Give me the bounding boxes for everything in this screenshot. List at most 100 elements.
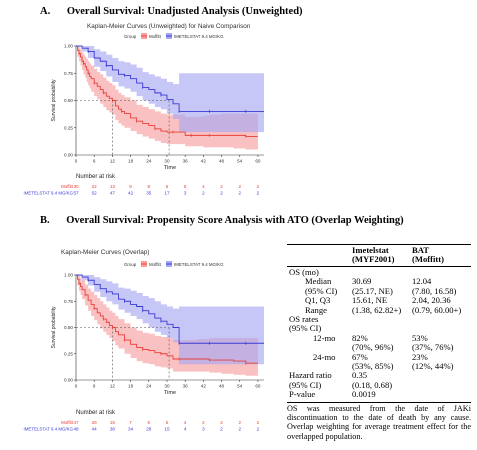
table-row-label: P-value (289, 389, 316, 400)
table-cell-imetelstat: 15.61, NE (352, 295, 388, 306)
b-risk-value-2-2: 38 (110, 427, 116, 432)
b-xtick-label-9: 54 (237, 384, 243, 389)
os-summary-table: Imetelstat (MYF2001) BAT (Moffitt) OS (m… (287, 244, 477, 403)
table-row-label: 24-mo (313, 351, 336, 362)
table-row-label: 12-mo (313, 332, 336, 343)
table-row-label: OS (mo) (289, 267, 319, 277)
b-risk-value-2-10: 2 (257, 427, 260, 432)
b-ytick-label-4: 1.00 (64, 273, 73, 278)
section-a-heading: A. Overall Survival: Unadjusted Analysis… (40, 6, 303, 17)
table-cell-bat: 53% (412, 332, 428, 343)
a-risk-value-2-7: 2 (202, 191, 205, 196)
b-legend-label-2: IMETELSTAT 9.4 MG/KG (174, 262, 224, 267)
table-footnote: OS was measured from the date of JAKi di… (287, 404, 471, 441)
table-bottom-rule (287, 402, 471, 403)
section-b-heading: B. Overall Survival: Propensity Score An… (40, 215, 404, 226)
a-ytick-label-1: 0.25 (64, 125, 73, 130)
a-chart-title: Kaplan-Meier Curves (Unweighted) for Nai… (87, 23, 251, 30)
b-risk-value-1-8: 2 (220, 420, 223, 425)
a-risk-value-1-3: 9 (129, 184, 132, 189)
b-risk-value-2-8: 2 (220, 427, 223, 432)
table-cell-imetelstat: 82% (352, 332, 368, 343)
col1-header-line2: (MYF2001) (352, 254, 395, 265)
col2-header-line2: (Moffitt) (412, 254, 444, 265)
b-ci-band-2 (76, 275, 265, 365)
a-legend-label-2: IMETELSTAT 9.4 MG/KG (174, 34, 224, 39)
a-xtick-label-4: 24 (146, 159, 152, 164)
b-risk-row-label-2: IMETELSTAT 9.4 MG/KG (23, 427, 73, 432)
table-cell-bat: (12%, 44%) (412, 361, 454, 371)
a-ytick-label-4: 1.00 (64, 44, 73, 49)
a-risk-value-1-9: 2 (238, 184, 241, 189)
table-top-rule (287, 244, 471, 245)
a-risk-value-1-1: 22 (92, 184, 98, 189)
table-cell-bat: 2.04, 20.36 (412, 295, 451, 306)
a-risk-value-1-7: 4 (202, 184, 205, 189)
a-risk-value-2-1: 52 (92, 191, 98, 196)
table-cell-imetelstat: 0.0019 (352, 389, 376, 400)
b-risk-value-2-9: 2 (238, 427, 241, 432)
b-xtick-label-7: 42 (201, 384, 207, 389)
b-risk-value-2-3: 34 (128, 427, 134, 432)
a-ci-band-2 (76, 46, 265, 133)
table-row-label: OS rates (289, 314, 319, 324)
a-risk-title: Number at risk (76, 174, 116, 180)
b-risk-value-1-7: 2 (202, 420, 205, 425)
table-cell-imetelstat: (53%, 85%) (352, 361, 394, 371)
a-xtick-label-7: 42 (201, 159, 207, 164)
table-cell-bat: (37%, 76%) (412, 342, 454, 353)
table-cell-imetelstat: 0.35 (352, 370, 368, 381)
a-xtick-label-10: 60 (255, 159, 261, 164)
table-row-label: Range (305, 304, 327, 315)
section-a-title: Overall Survival: Unadjusted Analysis (U… (66, 6, 303, 17)
a-risk-value-1-4: 8 (147, 184, 150, 189)
b-risk-value-2-6: 4 (184, 427, 187, 432)
b-xtick-label-2: 12 (110, 384, 116, 389)
b-legend-label-1: Moffitt (149, 262, 162, 267)
b-risk-value-2-7: 3 (202, 427, 205, 432)
b-chart-title: Kaplan-Meier Curves (Overlap) (61, 249, 149, 256)
table-cell-imetelstat: (70%, 96%) (352, 342, 394, 353)
col1-header-line1: Imetelstat (352, 245, 389, 255)
a-risk-value-1-10: 2 (257, 184, 260, 189)
b-ytick-label-1: 0.25 (64, 351, 73, 356)
b-y-axis-label: Survival probability (51, 306, 57, 348)
b-risk-value-2-0: 48 (73, 427, 79, 432)
section-a-letter: A. (40, 6, 51, 17)
b-xtick-label-5: 30 (164, 384, 170, 389)
b-risk-value-1-9: 2 (238, 420, 241, 425)
b-xtick-label-4: 24 (146, 384, 152, 389)
a-risk-value-2-2: 47 (110, 191, 116, 196)
table-cell-imetelstat: (25.17, NE) (352, 285, 393, 296)
table-cell-bat: (0.79, 60.00+) (412, 304, 462, 315)
b-risk-value-1-1: 29 (92, 420, 98, 425)
table-row-label: (95% CI) (289, 323, 322, 334)
a-risk-value-1-2: 13 (110, 184, 116, 189)
table-cell-imetelstat: (1.38, 62.82+) (352, 304, 402, 315)
b-km-curve-2 (76, 274, 264, 344)
a-risk-value-2-0: 57 (73, 191, 79, 196)
b-risk-value-1-5: 5 (166, 420, 169, 425)
a-y-axis-label: Survival probability (51, 79, 57, 121)
b-km-curve-1 (76, 274, 258, 364)
a-risk-value-1-8: 2 (220, 184, 223, 189)
b-risk-value-1-4: 6 (147, 420, 150, 425)
table-row-label: Hazard ratio (289, 370, 332, 381)
table-cell-imetelstat: 67% (352, 351, 368, 362)
b-xtick-label-0: 0 (75, 384, 78, 389)
table-header-rule (287, 266, 471, 267)
a-risk-row-label-2: IMETELSTAT 9.4 MG/KG (23, 191, 73, 196)
b-xtick-label-10: 60 (255, 384, 261, 389)
a-legend-label-1: Moffitt (149, 34, 162, 39)
a-xtick-label-2: 12 (110, 159, 116, 164)
a-xtick-label-1: 6 (93, 159, 96, 164)
table-row-label: (95% CI) (289, 379, 322, 390)
table-row-label: Median (305, 276, 332, 287)
b-xtick-label-1: 6 (93, 384, 96, 389)
a-km-curve-1 (76, 45, 258, 137)
b-x-axis-label: Time (164, 390, 176, 396)
a-xtick-label-8: 48 (219, 159, 225, 164)
b-risk-title: Number at risk (76, 410, 116, 416)
b-legend-title: Group (124, 262, 137, 267)
table-row-label: (95% CI) (305, 285, 338, 296)
